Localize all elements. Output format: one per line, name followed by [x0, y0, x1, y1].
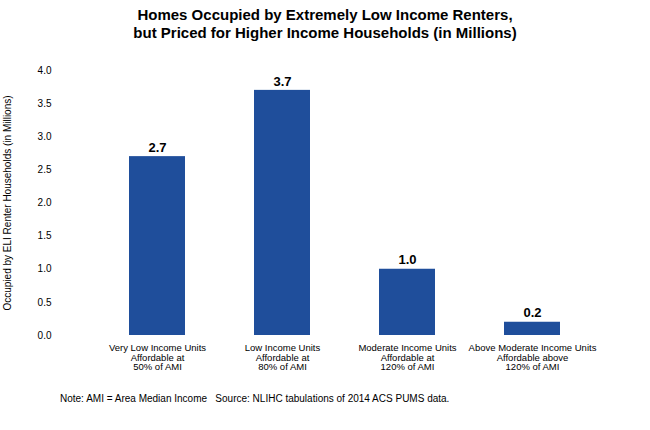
- svg-text:3.5: 3.5: [38, 98, 52, 109]
- svg-text:Low Income UnitsAffordable at8: Low Income UnitsAffordable at80% of AMI: [245, 342, 321, 372]
- svg-text:2.0: 2.0: [38, 197, 52, 208]
- svg-text:Above Moderate Income UnitsAff: Above Moderate Income UnitsAffordable ab…: [469, 342, 597, 372]
- svg-text:1.0: 1.0: [38, 263, 52, 274]
- svg-text:2.5: 2.5: [38, 164, 52, 175]
- svg-text:2.7: 2.7: [148, 140, 166, 155]
- svg-text:0.0: 0.0: [38, 330, 52, 341]
- svg-text:0.5: 0.5: [38, 297, 52, 308]
- svg-text:3.7: 3.7: [273, 74, 291, 89]
- svg-text:Very Low Income UnitsAffordabl: Very Low Income UnitsAffordable at50% of…: [109, 342, 206, 372]
- svg-text:Occupied by ELI Renter Househo: Occupied by ELI Renter Households (in Mi…: [2, 95, 13, 310]
- svg-text:4.0: 4.0: [38, 65, 52, 76]
- html-text:Homes Occupied by Extremely Lo: Homes Occupied by Extremely Low Income R…: [133, 6, 517, 41]
- svg-text:Moderate Income UnitsAffordabl: Moderate Income UnitsAffordable at120% o…: [358, 342, 456, 372]
- svg-text:1.5: 1.5: [38, 230, 52, 241]
- svg-text:3.0: 3.0: [38, 131, 52, 142]
- svg-text:0.2: 0.2: [523, 305, 541, 320]
- svg-text:1.0: 1.0: [398, 252, 416, 267]
- html-text:Note: AMI = Area Median Income: Note: AMI = Area Median Income Source: N…: [60, 393, 450, 404]
